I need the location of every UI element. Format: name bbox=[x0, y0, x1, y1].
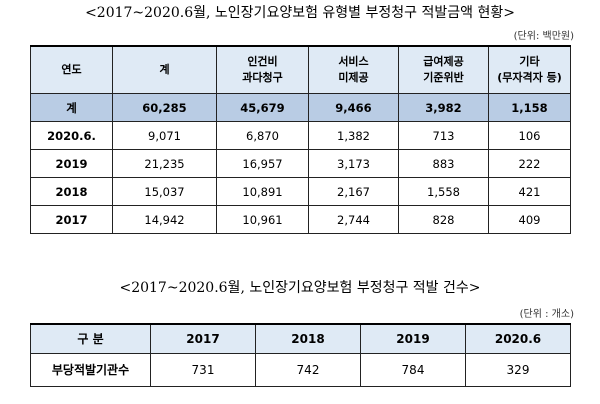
cell-total: 14,942 bbox=[113, 206, 217, 234]
cell-service: 2,744 bbox=[309, 206, 399, 234]
cell-other: 421 bbox=[489, 178, 571, 206]
cell-total: 9,071 bbox=[113, 122, 217, 150]
cell-standard: 3,982 bbox=[399, 94, 489, 122]
cell-other: 1,158 bbox=[489, 94, 571, 122]
cell-other: 409 bbox=[489, 206, 571, 234]
cell-standard: 883 bbox=[399, 150, 489, 178]
cell-2020-6: 329 bbox=[466, 354, 571, 387]
table-row: 2020.6. 9,071 6,870 1,382 713 106 bbox=[31, 122, 571, 150]
cell-2019: 784 bbox=[361, 354, 466, 387]
table-row: 부당적발기관수 731 742 784 329 bbox=[31, 354, 571, 387]
cell-year: 계 bbox=[31, 94, 113, 122]
header-2020-6: 2020.6 bbox=[466, 324, 571, 354]
header-2019: 2019 bbox=[361, 324, 466, 354]
cell-total: 21,235 bbox=[113, 150, 217, 178]
header-service: 서비스 미제공 bbox=[309, 46, 399, 94]
header-labor: 인건비 과다청구 bbox=[217, 46, 309, 94]
cell-year: 2020.6. bbox=[31, 122, 113, 150]
cell-2018: 742 bbox=[256, 354, 361, 387]
table-row: 2017 14,942 10,961 2,744 828 409 bbox=[31, 206, 571, 234]
fraud-count-table: 구 분 2017 2018 2019 2020.6 부당적발기관수 731 74… bbox=[30, 323, 571, 387]
cell-other: 222 bbox=[489, 150, 571, 178]
table1-title: <2017~2020.6월, 노인장기요양보험 유형별 부정청구 적발금액 현황… bbox=[0, 2, 600, 22]
table-row: 2019 21,235 16,957 3,173 883 222 bbox=[31, 150, 571, 178]
cell-labor: 16,957 bbox=[217, 150, 309, 178]
header-2018: 2018 bbox=[256, 324, 361, 354]
cell-labor: 45,679 bbox=[217, 94, 309, 122]
cell-service: 3,173 bbox=[309, 150, 399, 178]
header-standard: 급여제공 기준위반 bbox=[399, 46, 489, 94]
table2-title: <2017~2020.6월, 노인장기요양보험 부정청구 적발 건수> bbox=[0, 277, 600, 297]
table1-header-row: 연도 계 인건비 과다청구 서비스 미제공 급여제공 기준위반 기타 (무자격자 등) bbox=[31, 46, 571, 94]
cell-standard: 1,558 bbox=[399, 178, 489, 206]
table2-header-row: 구 분 2017 2018 2019 2020.6 bbox=[31, 324, 571, 354]
cell-labor: 10,961 bbox=[217, 206, 309, 234]
header-year: 연도 bbox=[31, 46, 113, 94]
cell-service: 9,466 bbox=[309, 94, 399, 122]
header-other: 기타 (무자격자 등) bbox=[489, 46, 571, 94]
cell-service: 2,167 bbox=[309, 178, 399, 206]
cell-2017: 731 bbox=[151, 354, 256, 387]
table-row: 2018 15,037 10,891 2,167 1,558 421 bbox=[31, 178, 571, 206]
header-2017: 2017 bbox=[151, 324, 256, 354]
cell-total: 15,037 bbox=[113, 178, 217, 206]
table-row-total: 계 60,285 45,679 9,466 3,982 1,158 bbox=[31, 94, 571, 122]
cell-other: 106 bbox=[489, 122, 571, 150]
cell-year: 2018 bbox=[31, 178, 113, 206]
cell-year: 2019 bbox=[31, 150, 113, 178]
cell-standard: 713 bbox=[399, 122, 489, 150]
cell-labor: 6,870 bbox=[217, 122, 309, 150]
table1-unit: (단위: 백만원) bbox=[514, 27, 574, 42]
header-category: 구 분 bbox=[31, 324, 151, 354]
table2-unit: (단위 : 개소) bbox=[520, 305, 574, 320]
cell-standard: 828 bbox=[399, 206, 489, 234]
cell-year: 2017 bbox=[31, 206, 113, 234]
cell-labor: 10,891 bbox=[217, 178, 309, 206]
fraud-amount-table: 연도 계 인건비 과다청구 서비스 미제공 급여제공 기준위반 기타 (무자격자 등) … bbox=[30, 45, 571, 234]
header-total: 계 bbox=[113, 46, 217, 94]
row-label: 부당적발기관수 bbox=[31, 354, 151, 387]
cell-service: 1,382 bbox=[309, 122, 399, 150]
cell-total: 60,285 bbox=[113, 94, 217, 122]
